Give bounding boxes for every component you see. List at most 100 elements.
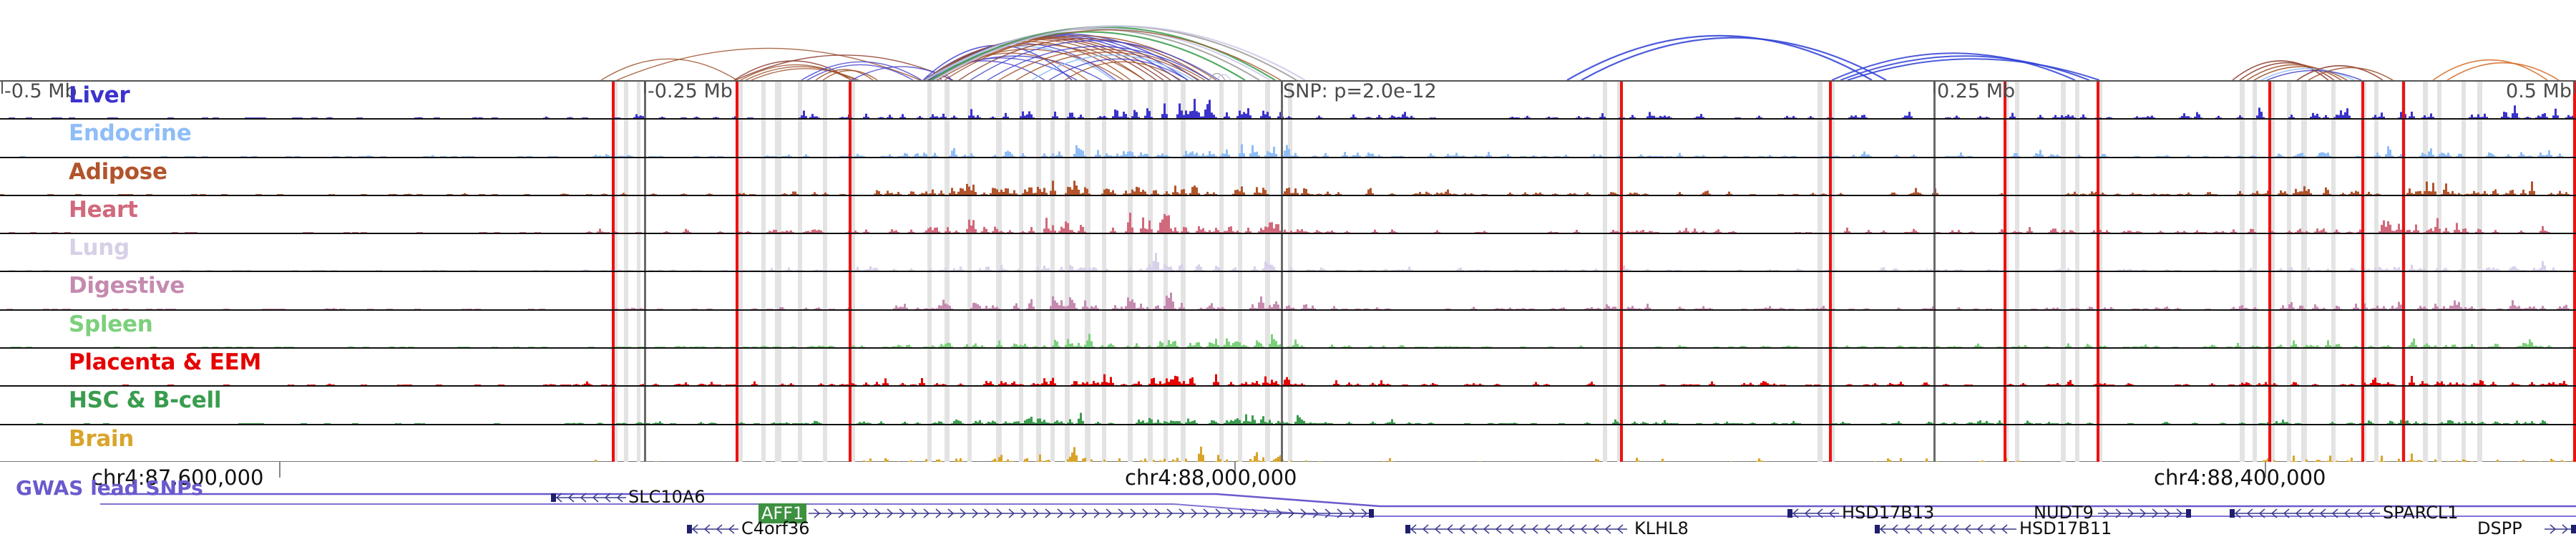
gene-label-nudt9[interactable]: NUDT9 xyxy=(2034,503,2094,523)
gwas-lead-snp-line xyxy=(100,493,2576,517)
gene-label-aff1[interactable]: AFF1 xyxy=(758,503,807,523)
coordinate-tick xyxy=(1234,462,1236,478)
gene-label-sparcl1[interactable]: SPARCL1 xyxy=(2383,503,2459,523)
axis-tick-label: 0.5 Mb xyxy=(2506,82,2572,102)
axis-tick xyxy=(2573,82,2575,94)
gene-body-klhl8[interactable] xyxy=(1405,519,1627,537)
chromatin-loop-arc xyxy=(2260,68,2355,80)
chromatin-loop-arc xyxy=(2232,60,2329,80)
track-row-adipose[interactable]: Adipose xyxy=(0,158,2576,196)
chromatin-loop-arc xyxy=(934,25,1306,80)
track-label-lung: Lung xyxy=(69,235,130,261)
track-row-hsc[interactable]: HSC & B-cell xyxy=(0,387,2576,425)
gene-label-hsd17b11[interactable]: HSD17B11 xyxy=(2019,518,2112,537)
arc-svg xyxy=(600,25,2560,80)
track-row-digestive[interactable]: Digestive xyxy=(0,272,2576,311)
tissue-track-stack: Liver -0.5 Mb -0.25 Mb 0.25 Mb 0.5 Mb SNP: p=… xyxy=(0,80,2576,463)
gene-body-nudt9[interactable] xyxy=(2098,503,2191,522)
chromatin-loop-arc xyxy=(2246,64,2342,80)
snp-pvalue-annotation: SNP: p=2.0e-12 xyxy=(1283,82,1437,102)
gene-label-hsd17b13[interactable]: HSD17B13 xyxy=(1842,503,1935,523)
chromatin-loop-arc xyxy=(616,47,921,80)
track-row-lung[interactable]: Lung xyxy=(0,234,2576,273)
gene-label-c4orf36[interactable]: C4orf36 xyxy=(741,518,810,537)
chromatin-loop-arc xyxy=(970,39,1220,80)
track-row-heart[interactable]: Heart xyxy=(0,195,2576,235)
gwas-lead-snp-polyline xyxy=(100,493,2576,508)
gene-body-sparcl1[interactable] xyxy=(2230,503,2380,522)
track-label-placenta: Placenta & EEM xyxy=(69,349,262,376)
chromatin-loop-arc xyxy=(1831,52,2076,80)
chromatin-loop-arc xyxy=(815,69,874,80)
chromatin-loop-arc xyxy=(822,69,878,80)
chromatin-loop-arc xyxy=(600,58,738,80)
chromatin-loop-arc xyxy=(1566,34,1873,80)
axis-tick xyxy=(1933,82,1935,94)
chromatin-loop-arc xyxy=(2432,59,2548,80)
signal-area xyxy=(0,180,2570,195)
track-row-endocrine[interactable]: Endocrine xyxy=(0,120,2576,158)
chromatin-loop-arc xyxy=(735,54,954,80)
chromatin-loop-arc xyxy=(958,38,1210,80)
chromatin-loop-arc xyxy=(1015,52,1200,80)
signal-track-spleen xyxy=(11,334,2576,348)
gene-body-hsd17b13[interactable] xyxy=(1787,503,1839,522)
signal-track-brain xyxy=(0,446,2576,463)
signal-track-adipose xyxy=(0,180,2570,195)
track-label-adipose: Adipose xyxy=(69,158,167,185)
coordinate-tick xyxy=(2265,462,2266,478)
gene-label-slc10a6[interactable]: SLC10A6 xyxy=(628,487,706,507)
signal-track-heart xyxy=(9,213,2550,233)
track-label-spleen: Spleen xyxy=(69,311,153,337)
gene-body-hsd17b11[interactable] xyxy=(1875,519,2016,537)
chromatin-loop-arc-panel xyxy=(0,0,2576,80)
gene-annotation-panel: GWAS lead SNPs chr4:87,600,000 chr4:88,00… xyxy=(0,462,2576,537)
snp-annotation-tick xyxy=(1281,82,1282,94)
chromatin-loop-arc xyxy=(1031,54,1194,80)
signal-area xyxy=(122,374,2567,386)
signal-area xyxy=(36,412,2548,424)
chromatin-loop-arc xyxy=(2253,66,2348,80)
track-label-digestive: Digestive xyxy=(69,273,185,299)
coordinate-label: chr4:88,400,000 xyxy=(2154,465,2326,490)
gene-label-klhl8[interactable]: KLHL8 xyxy=(1634,518,1689,537)
track-label-heart: Heart xyxy=(69,196,138,223)
chromatin-loop-arc xyxy=(751,68,859,80)
track-label-brain: Brain xyxy=(69,425,135,452)
coordinate-tick xyxy=(279,462,280,478)
signal-area xyxy=(0,446,2576,463)
track-label-endocrine: Endocrine xyxy=(69,120,192,147)
gene-body-c4orf36[interactable] xyxy=(687,519,738,537)
chromatin-loop-arc xyxy=(1847,58,2100,80)
signal-track-hsc xyxy=(36,412,2548,424)
track-row-placenta[interactable]: Placenta & EEM xyxy=(0,349,2576,387)
chromatin-loop-arc xyxy=(806,64,914,80)
chromatin-loop-arc xyxy=(1048,58,1189,80)
axis-tick-label: -0.25 Mb xyxy=(648,82,733,102)
axis-tick-label: -0.5 Mb xyxy=(4,82,77,102)
chromatin-loop-arc xyxy=(998,49,1206,80)
chromatin-loop-arc xyxy=(1209,72,1226,80)
chromatin-loop-arc xyxy=(740,64,852,80)
signal-track-endocrine xyxy=(19,144,2576,157)
chromatin-loop-arc xyxy=(1216,74,1231,80)
chromatin-loop-arc xyxy=(937,29,1282,80)
signal-track-digestive xyxy=(6,292,2570,309)
chromatin-loop-arc xyxy=(2308,67,2394,80)
gene-body-aff1[interactable] xyxy=(809,503,1374,522)
track-row-liver[interactable]: Liver -0.5 Mb -0.25 Mb 0.25 Mb 0.5 Mb SNP: p=… xyxy=(0,82,2576,120)
signal-track-lung xyxy=(9,253,2557,271)
gene-body-dspp[interactable] xyxy=(2545,519,2576,537)
chromatin-loop-arc xyxy=(925,27,1271,80)
signal-area xyxy=(11,334,2576,348)
signal-track-placenta xyxy=(122,374,2567,386)
signal-area xyxy=(19,144,2576,157)
gene-label-dspp[interactable]: DSPP xyxy=(2477,518,2522,537)
axis-tick xyxy=(1,82,3,94)
track-row-spleen[interactable]: Spleen xyxy=(0,310,2576,349)
track-row-brain[interactable]: Brain xyxy=(0,425,2576,463)
chromatin-loop-arc xyxy=(801,61,922,80)
chromatin-loop-arc xyxy=(1064,61,1181,80)
chromatin-loop-arc xyxy=(2296,64,2384,80)
gene-body-slc10a6[interactable] xyxy=(551,488,626,506)
